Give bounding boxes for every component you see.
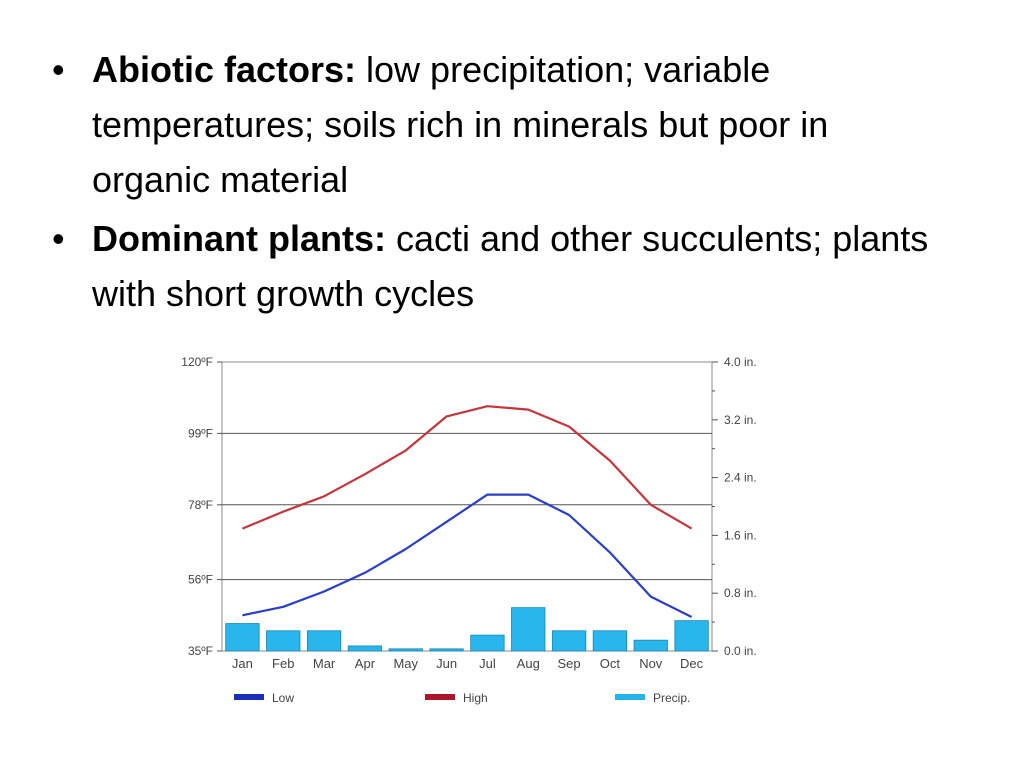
left-tick-label: 56ºF [188,573,213,587]
x-tick-label: Feb [272,656,294,671]
bullet-dot: • [52,49,65,90]
right-tick-label: 2.4 in. [724,471,757,485]
legend-swatch [234,694,264,700]
bullet-text: cacti and other succulents; plants with … [92,218,929,314]
left-tick-label: 120ºF [181,355,213,369]
precip-bar [306,630,342,652]
left-tick-label: 78ºF [188,498,213,512]
x-tick-label: Jan [232,656,253,671]
x-tick-label: Oct [600,656,621,671]
bullet-list: • Abiotic factors: low precipitation; va… [52,42,952,325]
precip-bar [633,639,668,652]
precip-bar [225,623,260,652]
precip-bar [551,630,587,652]
x-tick-label: Apr [355,656,376,671]
legend-swatch [425,694,455,700]
right-tick-label: 3.2 in. [724,413,757,427]
precip-bar [429,648,464,652]
right-tick-label: 4.0 in. [724,355,757,369]
precip-bar [388,648,423,652]
bullet-text: low precipitation; variable temperatures… [92,49,829,200]
x-tick-label: Mar [313,656,336,671]
bullet-heading: Dominant plants: [92,218,386,259]
x-tick-label: Dec [680,656,704,671]
legend-label: Precip. [653,691,690,705]
right-tick-label: 1.6 in. [724,528,757,542]
right-tick-label: 0.8 in. [724,586,757,600]
left-tick-label: 99ºF [188,426,213,440]
precip-bar [511,607,546,652]
precip-bar [592,630,628,652]
precip-bar [470,634,505,652]
legend-label: Low [272,691,294,705]
climate-chart: 120ºF 99ºF 78ºF 56ºF 35ºF 4.0 in. 3.2 in. 2.4 i… [181,355,757,705]
right-tick-label: 0.0 in. [724,644,757,658]
series-line-low [242,493,693,618]
precip-bar [347,645,383,652]
x-tick-label: Sep [558,656,581,671]
x-tick-label: May [393,656,418,671]
bullet-heading: Abiotic factors: [92,49,357,90]
legend-swatch [615,694,645,700]
x-tick-label: Jun [436,656,457,671]
x-tick-label: Nov [639,656,663,671]
bullet-dot: • [52,218,65,259]
x-tick-label: Jul [479,656,496,671]
bullet-abiotic-factors: • Abiotic factors: low precipitation; va… [52,42,952,207]
precip-bar [266,630,301,652]
bullet-dominant-plants: • Dominant plants: cacti and other succu… [52,211,952,321]
series-line-high [241,405,693,530]
x-tick-label: Aug [517,656,540,671]
legend-label: High [463,691,488,705]
left-tick-label: 35ºF [188,644,213,658]
precip-bar [674,620,709,652]
